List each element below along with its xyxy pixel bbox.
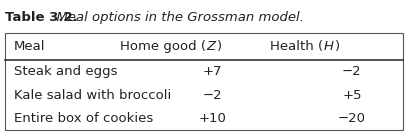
Text: Kale salad with broccoli: Kale salad with broccoli bbox=[13, 89, 171, 102]
Text: −2: −2 bbox=[202, 89, 222, 102]
Text: Steak and eggs: Steak and eggs bbox=[13, 65, 117, 78]
Text: Health (: Health ( bbox=[271, 40, 324, 53]
Text: +10: +10 bbox=[198, 112, 226, 125]
Text: +5: +5 bbox=[342, 89, 361, 102]
Bar bbox=[5, 33, 403, 130]
Text: Meal options in the Grossman model.: Meal options in the Grossman model. bbox=[48, 11, 304, 24]
Text: +7: +7 bbox=[202, 65, 222, 78]
Text: −2: −2 bbox=[342, 65, 362, 78]
Text: ): ) bbox=[335, 40, 340, 53]
Text: Z: Z bbox=[206, 40, 215, 53]
Text: −20: −20 bbox=[338, 112, 366, 125]
Text: Table 3.2.: Table 3.2. bbox=[5, 11, 78, 24]
Text: Entire box of cookies: Entire box of cookies bbox=[13, 112, 153, 125]
Text: Meal: Meal bbox=[13, 40, 45, 53]
Text: Home good (: Home good ( bbox=[120, 40, 206, 53]
Text: ): ) bbox=[217, 40, 222, 53]
Text: H: H bbox=[324, 40, 334, 53]
